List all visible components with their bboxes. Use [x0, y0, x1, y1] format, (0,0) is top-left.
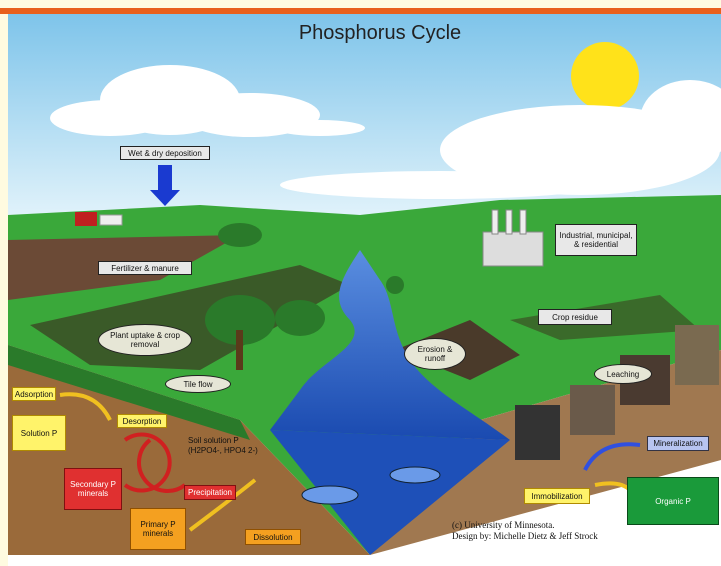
label: Solution P — [12, 415, 66, 451]
trunk — [236, 330, 243, 370]
label: Secondary P minerals — [64, 468, 122, 510]
soil-edge — [8, 345, 250, 440]
label: Soil solution P (H2PO4-, HPO4 2-) — [188, 436, 258, 455]
label: Fertilizer & manure — [98, 261, 192, 275]
label: Erosion & runoff — [404, 338, 466, 370]
deposition-arrow — [150, 165, 180, 206]
water-section — [270, 430, 510, 555]
water-label — [389, 466, 441, 484]
river — [270, 250, 510, 440]
label: Tile flow — [165, 375, 231, 393]
label: Dissolution — [245, 529, 301, 545]
cycle-arrows — [59, 392, 641, 532]
label: Immobilization — [524, 488, 590, 504]
cloud — [280, 80, 721, 199]
credit-line: Design by: Michelle Dietz & Jeff Strock — [452, 531, 598, 541]
label: Leaching — [594, 364, 652, 384]
label: Plant uptake & crop removal — [98, 324, 192, 356]
trees — [205, 223, 404, 345]
credit: (c) University of Minnesota. Design by: … — [452, 520, 598, 542]
barn — [75, 212, 97, 226]
photo — [515, 405, 560, 460]
sun — [571, 42, 639, 110]
label: Mineralization — [647, 436, 709, 451]
cloud — [50, 65, 365, 137]
label: Industrial, municipal, & residential — [555, 224, 637, 256]
label: Wet & dry deposition — [120, 146, 210, 160]
label: Primary P minerals — [130, 508, 186, 550]
title: Phosphorus Cycle — [298, 22, 462, 44]
label: Organic P — [627, 477, 719, 525]
credit-line: (c) University of Minnesota. — [452, 520, 555, 530]
factory — [482, 231, 544, 267]
label: Desorption — [117, 414, 167, 428]
label: Crop residue — [538, 309, 612, 325]
label: Adsorption — [12, 387, 56, 401]
photo — [570, 385, 615, 435]
label: Precipitation — [184, 485, 236, 500]
water-label — [301, 485, 359, 505]
photo — [675, 325, 719, 385]
top-bar — [0, 8, 721, 14]
top-margin — [0, 0, 721, 8]
